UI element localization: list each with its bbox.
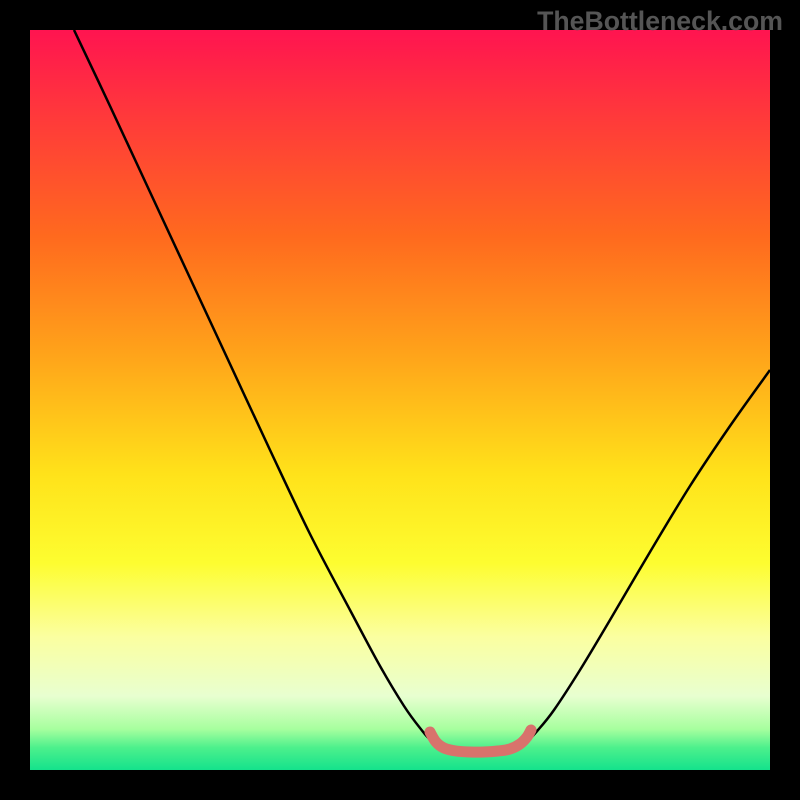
chart-plot-area: [30, 30, 770, 770]
chart-svg: [30, 30, 770, 770]
chart-background: [30, 30, 770, 770]
watermark-text: TheBottleneck.com: [537, 6, 783, 37]
